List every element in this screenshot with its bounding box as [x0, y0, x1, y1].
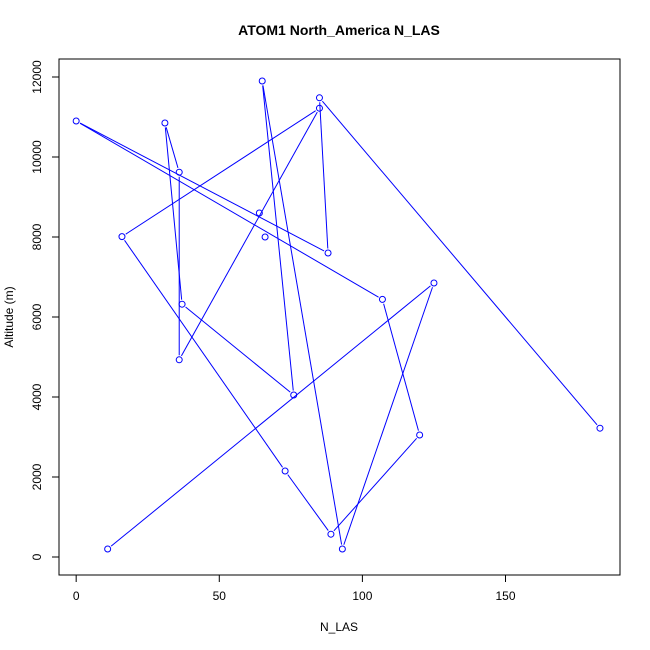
y-tick-label: 12000: [30, 60, 44, 94]
x-tick-label: 50: [213, 589, 227, 603]
data-point: [324, 249, 332, 257]
series-segment: [262, 85, 343, 545]
series-segment: [321, 100, 598, 426]
y-tick-label: 2000: [30, 463, 44, 490]
series-segment: [180, 111, 318, 357]
series-segment: [110, 285, 431, 547]
plot-area-frame: [58, 58, 621, 576]
series-segment: [165, 127, 179, 169]
data-point: [281, 467, 289, 475]
series-segment: [79, 122, 379, 298]
data-point: [175, 356, 183, 364]
data-point: [430, 279, 438, 287]
data-point: [175, 168, 183, 176]
y-tick-label: 8000: [30, 223, 44, 250]
y-tick-label: 0: [30, 553, 44, 560]
data-point: [161, 119, 169, 127]
x-tick-label: 150: [495, 589, 515, 603]
series-segment: [287, 474, 329, 531]
series-segment: [125, 110, 316, 235]
x-axis: 0 50 100 150: [73, 575, 516, 603]
series-segment: [343, 287, 433, 545]
x-axis-label: N_LAS: [320, 620, 358, 634]
x-tick-label: 0: [73, 589, 80, 603]
data-point: [104, 545, 112, 553]
data-point: [261, 233, 269, 241]
series-segment: [124, 240, 283, 468]
series-segment: [185, 306, 291, 393]
y-axis: 0 2000 4000 6000 8000 10000 12000: [30, 60, 59, 560]
series-segment: [79, 122, 325, 252]
data-point: [416, 431, 424, 439]
y-tick-label: 10000: [30, 140, 44, 174]
series-layer: [72, 77, 604, 553]
y-axis-label: Altitude (m): [2, 286, 16, 347]
data-point: [315, 104, 323, 112]
series-segment: [383, 303, 419, 431]
chart-title: ATOM1 North_America N_LAS: [238, 22, 440, 38]
data-point: [327, 530, 335, 538]
x-tick-label: 100: [352, 589, 372, 603]
data-point: [72, 117, 80, 125]
data-point: [596, 424, 604, 432]
data-point: [378, 295, 386, 303]
data-point: [255, 209, 263, 217]
y-tick-label: 6000: [30, 303, 44, 330]
data-point: [178, 300, 186, 308]
y-tick-label: 4000: [30, 383, 44, 410]
data-point: [290, 391, 298, 399]
series-segment: [319, 102, 329, 249]
data-point: [258, 77, 266, 85]
series-segment: [333, 438, 418, 532]
data-point: [315, 94, 323, 102]
data-point: [118, 233, 126, 241]
data-point: [338, 545, 346, 553]
